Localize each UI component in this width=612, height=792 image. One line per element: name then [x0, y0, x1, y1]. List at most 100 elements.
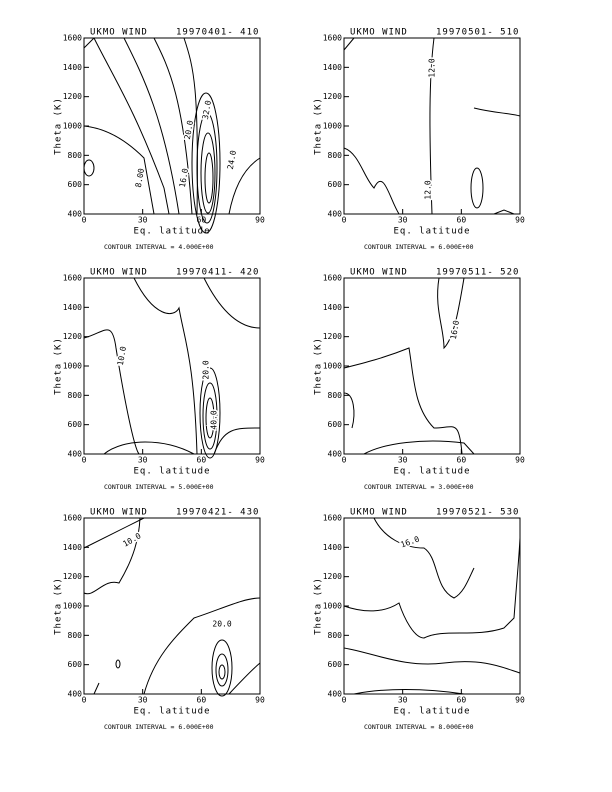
- x-axis-label: Eq. latitude: [133, 467, 210, 477]
- y-tick-label: 1000: [63, 122, 82, 131]
- chart-title: UKMO WIND: [350, 508, 408, 518]
- x-tick-label: 30: [138, 696, 148, 705]
- date-range: 19970401- 410: [176, 28, 259, 38]
- x-tick-label: 0: [82, 456, 87, 465]
- x-tick-label: 30: [398, 216, 408, 225]
- chart-title: UKMO WIND: [90, 268, 148, 278]
- x-axis-label: Eq. latitude: [133, 227, 210, 237]
- y-axis-label: Theta (K): [54, 97, 64, 155]
- date-range: 19970511- 520: [436, 268, 519, 278]
- x-tick-label: 60: [457, 696, 467, 705]
- contour-label: 20.0: [212, 620, 231, 629]
- footnote: CONTOUR INTERVAL = 5.000E+00: [104, 483, 214, 491]
- footnote: CONTOUR INTERVAL = 6.000E+00: [364, 243, 474, 251]
- y-tick-label: 1200: [63, 572, 82, 581]
- y-tick-label: 400: [68, 450, 83, 459]
- y-tick-label: 800: [68, 631, 83, 640]
- contours: 10.020.040.0: [83, 277, 261, 459]
- x-axis-label: Eq. latitude: [393, 707, 470, 717]
- y-tick-label: 800: [68, 151, 83, 160]
- x-tick-label: 60: [197, 216, 207, 225]
- x-tick-label: 90: [515, 696, 525, 705]
- footnote: CONTOUR INTERVAL = 6.000E+00: [104, 723, 214, 731]
- y-axis-label: Theta (K): [314, 577, 324, 635]
- date-range: 19970501- 510: [436, 28, 519, 38]
- y-tick-label: 1000: [63, 602, 82, 611]
- contour-label: 12.0: [424, 180, 433, 199]
- x-tick-label: 30: [398, 456, 408, 465]
- chart-title: UKMO WIND: [90, 508, 148, 518]
- x-tick-label: 30: [138, 456, 148, 465]
- y-tick-label: 1600: [323, 34, 342, 43]
- contours: 12.0 12.0: [343, 37, 521, 215]
- y-tick-label: 400: [68, 210, 83, 219]
- y-tick-label: 1000: [323, 602, 342, 611]
- contours: 8.00 16.020.032.024.0: [83, 37, 261, 234]
- y-tick-label: 600: [328, 420, 343, 429]
- y-tick-label: 1200: [323, 92, 342, 101]
- panel: 16.0 UKMO WIND 19970511- 520 0 30 60 90 400 600…: [314, 268, 525, 492]
- x-tick-label: 90: [255, 216, 265, 225]
- y-tick-label: 600: [328, 660, 343, 669]
- y-tick-label: 800: [328, 151, 343, 160]
- chart-title: UKMO WIND: [350, 268, 408, 278]
- y-tick-label: 600: [68, 180, 83, 189]
- y-axis-label: Theta (K): [54, 577, 64, 635]
- x-tick-label: 60: [457, 456, 467, 465]
- x-tick-label: 90: [515, 216, 525, 225]
- x-tick-label: 90: [255, 696, 265, 705]
- y-tick-label: 1600: [323, 514, 342, 523]
- y-tick-label: 800: [68, 391, 83, 400]
- y-axis-label: Theta (K): [314, 337, 324, 395]
- y-tick-label: 600: [68, 660, 83, 669]
- chart-title: UKMO WIND: [90, 28, 148, 38]
- x-tick-label: 30: [398, 696, 408, 705]
- y-tick-label: 1400: [63, 63, 82, 72]
- x-tick-label: 0: [342, 696, 347, 705]
- y-tick-label: 1000: [63, 362, 82, 371]
- panel: 8.00 16.020.032.024.0 UKMO WIND 19970401- …: [54, 28, 265, 252]
- y-tick-label: 1200: [63, 92, 82, 101]
- y-tick-label: 800: [328, 631, 343, 640]
- y-tick-label: 1600: [63, 34, 82, 43]
- panel: 10.020.040.0 UKMO WIND 19970411- 420 0 30 60…: [54, 268, 265, 492]
- y-tick-label: 1000: [323, 362, 342, 371]
- footnote: CONTOUR INTERVAL = 4.000E+00: [104, 243, 214, 251]
- y-tick-label: 1600: [63, 274, 82, 283]
- x-tick-label: 60: [197, 696, 207, 705]
- y-tick-label: 800: [328, 391, 343, 400]
- y-tick-label: 1200: [323, 332, 342, 341]
- y-tick-label: 1600: [63, 514, 82, 523]
- y-tick-label: 1200: [63, 332, 82, 341]
- x-tick-label: 30: [138, 216, 148, 225]
- date-range: 19970411- 420: [176, 268, 259, 278]
- contours: 16.0: [343, 277, 475, 455]
- y-tick-label: 1400: [323, 543, 342, 552]
- x-tick-label: 90: [255, 456, 265, 465]
- x-tick-label: 0: [82, 216, 87, 225]
- x-tick-label: 0: [342, 216, 347, 225]
- x-axis-label: Eq. latitude: [393, 227, 470, 237]
- y-tick-label: 400: [68, 690, 83, 699]
- footnote: CONTOUR INTERVAL = 3.000E+00: [364, 483, 474, 491]
- footnote: CONTOUR INTERVAL = 8.000E+00: [364, 723, 474, 731]
- contour-label: 20.0: [202, 360, 211, 379]
- y-tick-label: 1400: [323, 63, 342, 72]
- panel: 12.0 12.0 UKMO WIND 19970501- 510 0 30 60 90 40…: [314, 28, 525, 252]
- y-tick-label: 1000: [323, 122, 342, 131]
- y-tick-label: 600: [328, 180, 343, 189]
- chart-title: UKMO WIND: [350, 28, 408, 38]
- y-axis-label: Theta (K): [54, 337, 64, 395]
- x-tick-label: 0: [342, 456, 347, 465]
- x-tick-label: 60: [197, 456, 207, 465]
- y-tick-label: 1400: [63, 303, 82, 312]
- date-range: 19970421- 430: [176, 508, 259, 518]
- y-tick-label: 400: [328, 210, 343, 219]
- y-tick-label: 400: [328, 450, 343, 459]
- x-tick-label: 60: [457, 216, 467, 225]
- x-axis-label: Eq. latitude: [133, 707, 210, 717]
- y-axis-label: Theta (K): [314, 97, 324, 155]
